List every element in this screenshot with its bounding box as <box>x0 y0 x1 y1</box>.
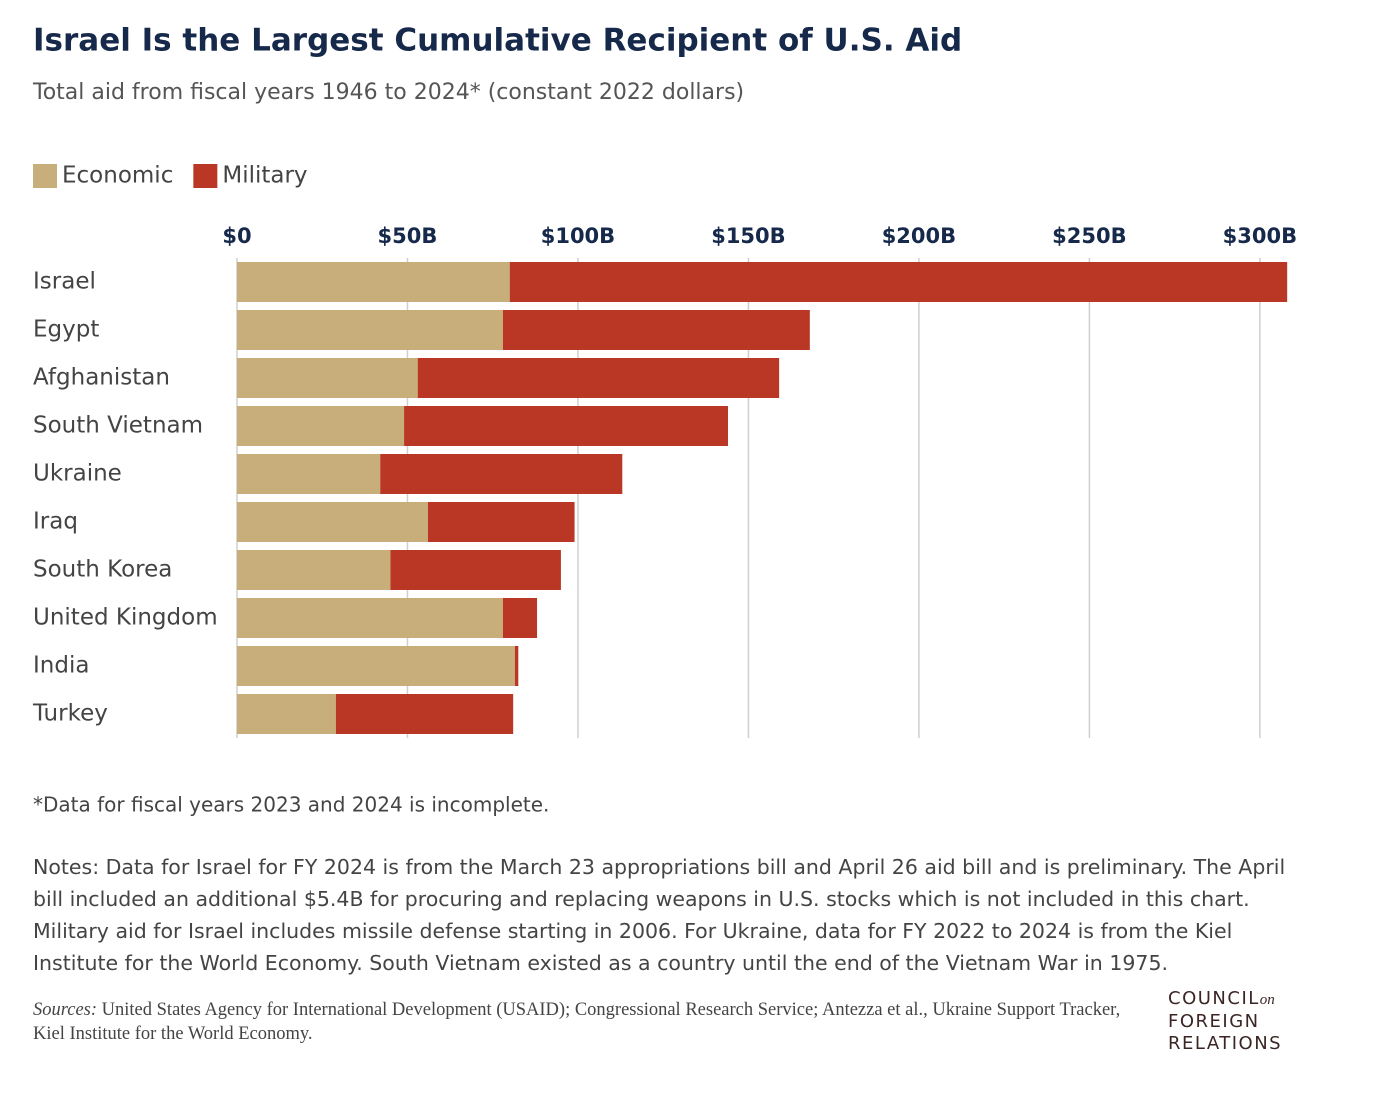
y-tick-label: Afghanistan <box>33 365 170 391</box>
bar-segment <box>335 694 514 734</box>
bar-segment <box>427 502 575 542</box>
x-tick-label: $0 <box>222 224 251 248</box>
chart-title: Israel Is the Largest Cumulative Recipie… <box>33 23 962 59</box>
y-tick-label: Ukraine <box>33 461 122 487</box>
bar-segment <box>509 262 1288 302</box>
legend-swatch <box>193 164 218 188</box>
legend-label: Military <box>222 163 307 189</box>
y-tick-label: South Vietnam <box>33 413 203 439</box>
x-tick-label: $150B <box>711 224 785 248</box>
logo-word: COUNCIL <box>1168 988 1260 1009</box>
chart: Israel Is the Largest Cumulative Recipie… <box>32 23 1297 817</box>
y-tick-label: Israel <box>33 269 96 295</box>
y-tick-label: South Korea <box>33 557 172 583</box>
y-tick-label: Turkey <box>32 701 108 727</box>
logo-word: RELATIONS <box>1168 1033 1283 1054</box>
bar-segment <box>502 310 810 350</box>
x-tick-label: $250B <box>1052 224 1126 248</box>
sources-label: Sources: <box>33 1000 98 1020</box>
bar-segment <box>237 406 405 446</box>
logo-word: on <box>1259 992 1275 1008</box>
y-tick-label: Iraq <box>33 509 78 535</box>
bar-segment <box>237 358 418 398</box>
bar-segment <box>237 646 515 686</box>
bar-segment <box>390 550 561 590</box>
bar-segment <box>237 550 391 590</box>
x-tick-label: $100B <box>541 224 615 248</box>
sources: Sources: United States Agency for Intern… <box>33 998 1153 1046</box>
bar-segment <box>237 694 336 734</box>
logo-word: FOREIGN <box>1168 1011 1260 1032</box>
bar-segment <box>380 454 623 494</box>
bar-segment <box>237 502 428 542</box>
bar-segment <box>237 454 381 494</box>
bar-segment <box>514 646 519 686</box>
y-tick-label: Egypt <box>33 317 99 343</box>
notes: Notes: Data for Israel for FY 2024 is fr… <box>33 855 1286 975</box>
y-tick-label: United Kingdom <box>33 605 218 631</box>
bar-segment <box>404 406 728 446</box>
x-tick-label: $200B <box>882 224 956 248</box>
x-tick-label: $50B <box>378 224 438 248</box>
bar-segment <box>237 262 510 302</box>
x-tick-label: $300B <box>1223 224 1297 248</box>
bar-segment <box>417 358 780 398</box>
sources-text: United States Agency for International D… <box>33 1000 1121 1044</box>
chart-subtitle: Total aid from fiscal years 1946 to 2024… <box>32 80 744 105</box>
logo: COUNCILon FOREIGN RELATIONS <box>1168 988 1282 1055</box>
legend-label: Economic <box>62 163 173 189</box>
legend-swatch <box>33 164 57 188</box>
footnote: *Data for fiscal years 2023 and 2024 is … <box>33 793 549 817</box>
bar-segment <box>502 598 538 638</box>
bar-segment <box>237 598 503 638</box>
bar-segment <box>237 310 503 350</box>
y-tick-label: India <box>33 653 89 679</box>
